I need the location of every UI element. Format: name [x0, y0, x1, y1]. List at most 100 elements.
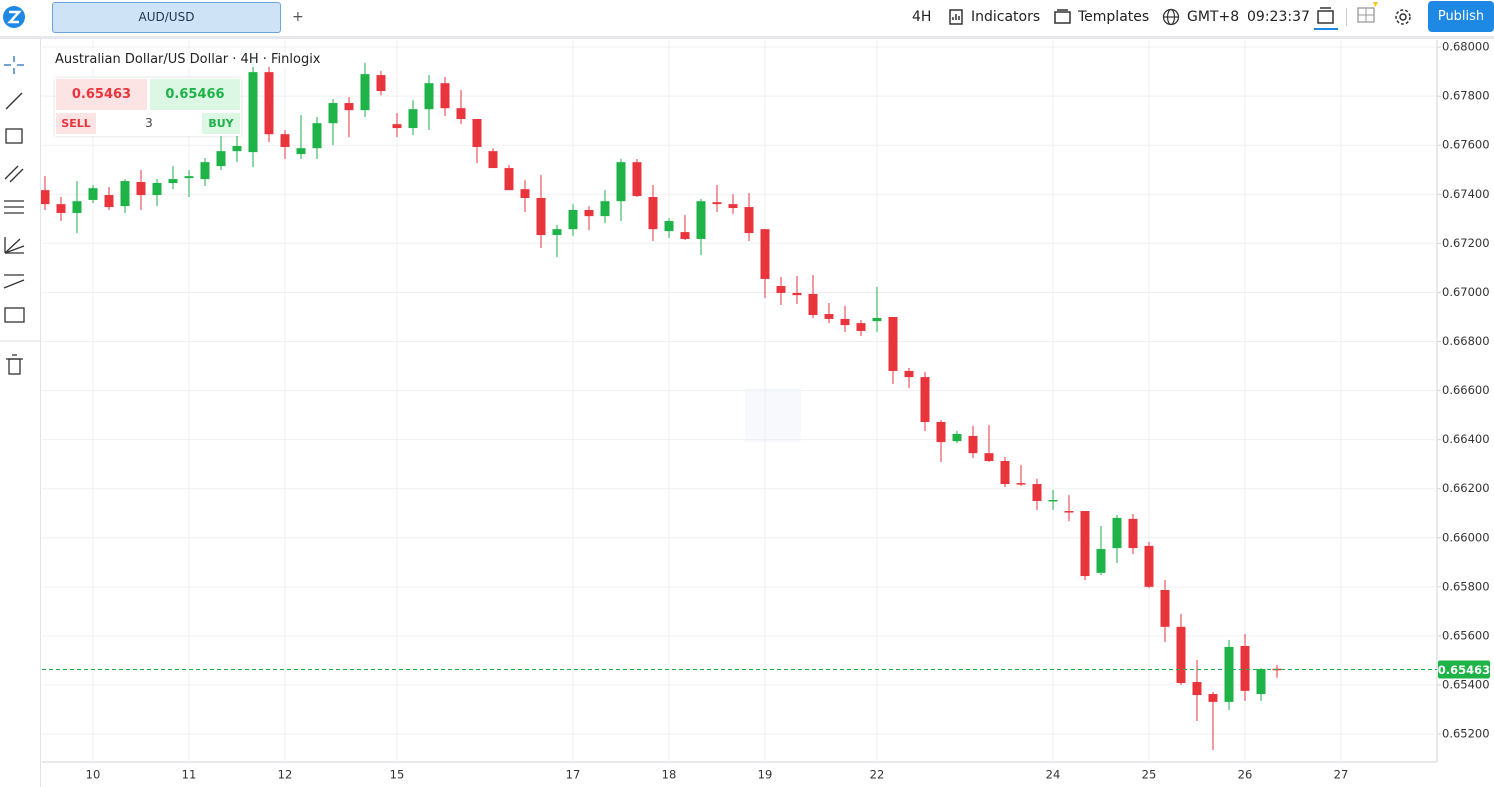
candle [552, 224, 562, 258]
candle [1272, 664, 1282, 678]
grid-icon[interactable] [1356, 2, 1378, 24]
settings-icon[interactable] [1394, 8, 1412, 26]
candle [376, 71, 386, 96]
logo [3, 6, 25, 28]
candle-body [792, 292, 802, 296]
crosshair-tool[interactable] [4, 56, 24, 74]
candle [216, 136, 226, 171]
candle [56, 197, 66, 222]
line-tool[interactable] [5, 92, 23, 110]
sell-button[interactable]: SELL [56, 113, 96, 134]
candle-body [632, 162, 642, 197]
candle-body [1032, 484, 1042, 501]
channel-tool[interactable] [4, 165, 24, 183]
publish-button[interactable]: Publish [1428, 1, 1494, 32]
candle-body [424, 83, 434, 110]
candle-body [1080, 511, 1090, 577]
add-tab[interactable]: + [292, 9, 304, 25]
candle [152, 179, 162, 207]
x-tick-label: 26 [1238, 768, 1253, 782]
candle-body [88, 188, 98, 200]
candle-body [968, 435, 978, 454]
y-tick-label: 0.65400 [1442, 677, 1490, 691]
layout-icon[interactable] [1314, 5, 1338, 31]
candle [40, 176, 50, 211]
note-tool[interactable] [4, 307, 25, 323]
chart-title: Australian Dollar/US Dollar · 4H · Finlo… [55, 52, 321, 67]
candle [1048, 489, 1058, 511]
candle [88, 184, 98, 204]
candle-body [664, 221, 674, 232]
candle [1208, 691, 1218, 750]
axis-labels: 0.65200 0.65400 0.65600 0.65800 0.66000 0.662… [86, 40, 1491, 782]
candle-body [568, 210, 578, 230]
buy-button[interactable]: BUY [202, 113, 240, 134]
candle [920, 371, 930, 432]
y-tick-label: 0.65200 [1442, 727, 1490, 741]
rectangle-tool[interactable] [5, 128, 23, 144]
candle-body [536, 197, 546, 236]
y-tick-label: 0.65600 [1442, 628, 1490, 642]
candle [360, 63, 370, 118]
candle-body [936, 421, 946, 443]
candle [488, 148, 498, 169]
candle [1160, 579, 1170, 643]
candle [616, 158, 626, 222]
candle-body [216, 151, 226, 167]
candle-body [328, 103, 338, 124]
candle-body [904, 370, 914, 378]
sell-price[interactable]: 0.65463 [56, 79, 147, 110]
candle-body [280, 134, 290, 147]
path-tool[interactable] [3, 274, 25, 289]
buy-price[interactable]: 0.65466 [150, 79, 240, 110]
candle [200, 158, 210, 186]
candle-body [200, 162, 210, 180]
candle [1016, 464, 1026, 487]
candle-body [408, 109, 418, 129]
candle-body [520, 189, 530, 198]
delete-tool[interactable] [6, 354, 23, 375]
candle-body [488, 151, 498, 169]
templates[interactable]: Templates [1078, 9, 1150, 25]
x-tick-label: 27 [1334, 768, 1349, 782]
fan-tool[interactable] [4, 237, 25, 254]
candle [120, 179, 130, 213]
y-tick-label: 0.66000 [1442, 530, 1490, 544]
top-toolbar: AUD/USD + 4H Indicators Templates GMT+8 … [0, 0, 1494, 39]
interval[interactable]: 4H [912, 9, 932, 25]
candle [600, 190, 610, 224]
indicators-icon [949, 9, 963, 25]
candle-body [248, 72, 258, 153]
candle [856, 319, 866, 337]
timezone[interactable]: GMT+8 [1187, 9, 1240, 25]
candle-body [456, 108, 466, 119]
y-tick-label: 0.67000 [1442, 285, 1490, 299]
candle-body [1048, 499, 1058, 502]
x-tick-label: 11 [182, 768, 197, 782]
candle [968, 425, 978, 459]
candle [248, 52, 258, 168]
candle-body [1112, 517, 1122, 549]
candle-body [1240, 645, 1250, 691]
candle-body [872, 317, 882, 322]
candle-body [152, 183, 162, 196]
indicators[interactable]: Indicators [971, 9, 1041, 25]
candle [952, 431, 962, 444]
candle-body [856, 323, 866, 331]
symbol-tab[interactable]: AUD/USD [52, 2, 281, 33]
quantity[interactable]: 3 [145, 116, 153, 130]
candle [536, 175, 546, 249]
candle-body [40, 190, 50, 205]
candle-body [1064, 511, 1074, 513]
candle [792, 276, 802, 304]
candle [504, 165, 514, 191]
candle [888, 316, 898, 384]
y-tick-label: 0.67200 [1442, 236, 1490, 250]
candle-body [344, 103, 354, 111]
candle [744, 193, 754, 242]
fib-tool[interactable] [4, 200, 24, 214]
candle-body [552, 229, 562, 236]
candle [584, 206, 594, 231]
